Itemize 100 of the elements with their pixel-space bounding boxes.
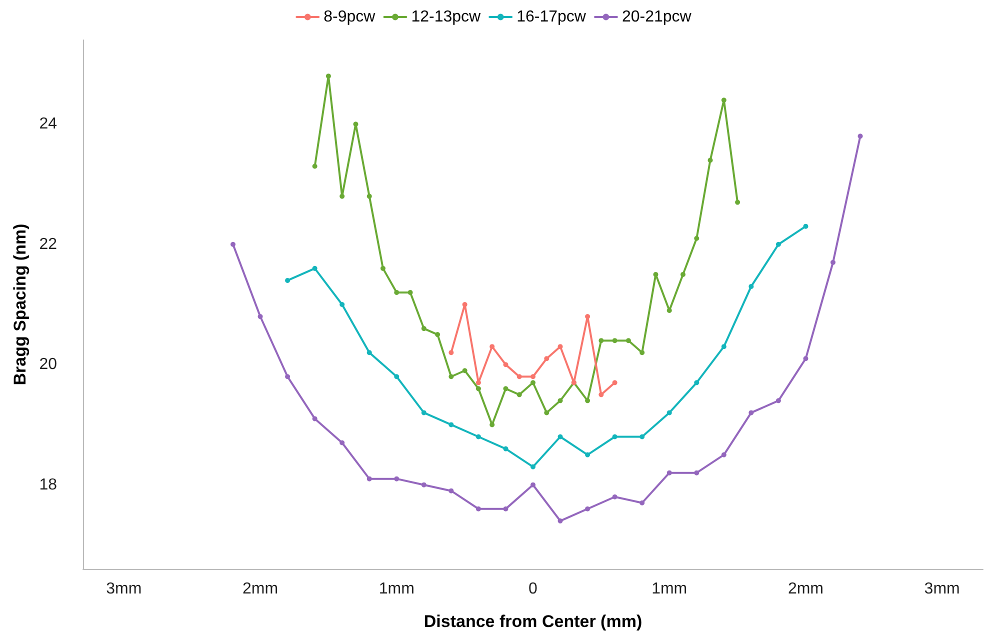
point bbox=[558, 398, 563, 404]
point bbox=[462, 302, 468, 307]
point bbox=[585, 506, 590, 512]
point bbox=[503, 506, 508, 512]
point bbox=[490, 422, 495, 428]
point bbox=[735, 200, 740, 205]
point bbox=[421, 410, 426, 416]
point bbox=[530, 374, 536, 380]
point bbox=[653, 272, 658, 277]
point bbox=[285, 374, 290, 380]
point bbox=[694, 470, 700, 476]
point bbox=[612, 494, 618, 500]
point bbox=[421, 326, 426, 332]
point bbox=[598, 392, 604, 398]
point bbox=[666, 308, 672, 314]
point bbox=[530, 482, 536, 488]
x-tick-label: 1mm bbox=[652, 580, 688, 598]
point bbox=[394, 290, 400, 295]
point bbox=[476, 434, 481, 440]
y-axis-title: Bragg Spacing (nm) bbox=[10, 224, 30, 386]
y-tick-label: 18 bbox=[39, 476, 58, 494]
point bbox=[776, 242, 781, 247]
point bbox=[448, 422, 454, 428]
point bbox=[721, 98, 726, 103]
x-tick-label: 2mm bbox=[242, 580, 278, 598]
point bbox=[640, 434, 645, 440]
point bbox=[598, 338, 604, 344]
point bbox=[721, 452, 726, 458]
point bbox=[312, 164, 318, 169]
point bbox=[366, 350, 372, 356]
point bbox=[394, 476, 400, 482]
y-tick-label: 24 bbox=[39, 116, 58, 133]
point bbox=[680, 272, 686, 277]
point bbox=[544, 356, 550, 362]
point bbox=[380, 266, 386, 271]
point bbox=[803, 356, 808, 362]
point bbox=[666, 470, 672, 476]
point bbox=[585, 314, 590, 320]
point bbox=[666, 410, 672, 416]
point bbox=[694, 380, 700, 386]
point bbox=[503, 446, 508, 452]
point bbox=[448, 488, 454, 494]
point bbox=[612, 338, 618, 344]
point bbox=[366, 476, 372, 482]
point bbox=[585, 452, 590, 458]
point bbox=[640, 500, 645, 506]
point bbox=[830, 260, 836, 265]
point bbox=[516, 392, 522, 398]
point bbox=[448, 374, 454, 380]
point bbox=[435, 332, 440, 338]
x-tick-label: 2mm bbox=[788, 580, 824, 598]
point bbox=[503, 362, 508, 368]
point bbox=[626, 338, 631, 344]
point bbox=[408, 290, 413, 295]
point bbox=[462, 368, 468, 374]
legend-label: 20-21pcw bbox=[622, 8, 692, 26]
point bbox=[516, 374, 522, 380]
point bbox=[340, 194, 345, 199]
point bbox=[558, 344, 563, 350]
point bbox=[721, 344, 726, 350]
point bbox=[476, 506, 481, 512]
point bbox=[748, 284, 754, 289]
x-tick-label: 0 bbox=[528, 580, 538, 598]
legend-label: 12-13pcw bbox=[411, 8, 482, 26]
point bbox=[748, 410, 754, 416]
x-tick-label: 3mm bbox=[106, 580, 142, 598]
point bbox=[694, 236, 700, 241]
point bbox=[503, 386, 508, 392]
point bbox=[394, 374, 400, 380]
y-tick-label: 22 bbox=[39, 236, 58, 253]
point bbox=[544, 410, 550, 416]
point bbox=[530, 380, 536, 386]
legend-label: 8-9pcw bbox=[324, 8, 376, 26]
point bbox=[340, 302, 345, 307]
point bbox=[530, 464, 536, 470]
point bbox=[558, 434, 563, 440]
point bbox=[421, 482, 426, 488]
y-tick-label: 20 bbox=[39, 356, 58, 374]
x-tick-label: 3mm bbox=[924, 580, 960, 598]
x-axis-title: Distance from Center (mm) bbox=[424, 612, 642, 631]
point bbox=[858, 134, 863, 139]
point bbox=[585, 398, 590, 404]
point bbox=[476, 386, 481, 392]
point bbox=[312, 266, 318, 271]
point bbox=[353, 122, 358, 127]
point bbox=[366, 194, 372, 199]
point bbox=[776, 398, 781, 404]
point bbox=[312, 416, 318, 422]
point bbox=[326, 74, 331, 79]
legend-label: 16-17pcw bbox=[516, 8, 586, 26]
point bbox=[258, 314, 263, 320]
point bbox=[803, 224, 808, 229]
point bbox=[230, 242, 236, 247]
point bbox=[558, 518, 563, 524]
point bbox=[476, 380, 481, 386]
point bbox=[340, 440, 345, 446]
point bbox=[612, 434, 618, 440]
point bbox=[708, 158, 713, 163]
x-tick-label: 1mm bbox=[378, 580, 414, 598]
point bbox=[640, 350, 645, 356]
